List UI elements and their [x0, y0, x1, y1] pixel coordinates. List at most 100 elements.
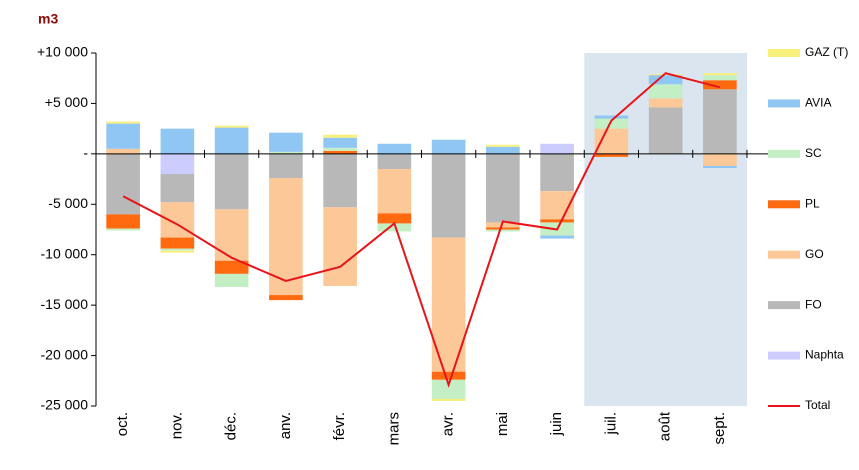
bar-segment — [377, 153, 412, 169]
bar-segment — [648, 84, 683, 99]
bar-segment — [214, 209, 249, 261]
bar-segment — [214, 127, 249, 154]
bar-segment — [703, 89, 737, 154]
bar-segment — [703, 75, 737, 81]
x-tick-label: mai — [494, 412, 511, 436]
bar-segment — [703, 165, 737, 168]
bar-segment — [160, 248, 195, 251]
legend-swatch — [768, 49, 800, 57]
x-tick-label: août — [657, 411, 674, 441]
bar-segment — [594, 128, 629, 154]
bar-segment — [431, 398, 466, 401]
legend-swatch — [768, 250, 800, 259]
bar-segment — [323, 137, 357, 148]
x-tick-label: juin — [548, 412, 565, 436]
bar-segment — [269, 153, 303, 179]
legend-label: Naphta — [805, 348, 844, 362]
bar-segment — [323, 147, 357, 151]
bar-segment — [486, 153, 520, 223]
bar-segment — [214, 153, 249, 210]
x-tick-label: févr. — [331, 412, 348, 440]
y-tick-label: -10 000 — [41, 245, 89, 261]
x-tick-label: anv. — [277, 412, 294, 439]
bar-segment — [160, 250, 195, 253]
bar-segment — [323, 153, 357, 208]
bar-segment — [106, 214, 140, 229]
bar-segment — [214, 260, 249, 274]
bar-segment — [486, 144, 520, 147]
bar-segment — [214, 125, 249, 128]
x-tick-label: avr. — [440, 412, 457, 436]
bar-segment — [540, 143, 574, 154]
legend-label: GAZ (T) — [805, 45, 848, 59]
bar-segment — [486, 222, 520, 228]
bar-segment — [323, 207, 357, 286]
bar-segment — [648, 74, 683, 76]
bar-segment — [594, 118, 629, 129]
bar-segment — [431, 139, 466, 154]
bar-segment — [323, 150, 357, 154]
bar-segment — [106, 228, 140, 231]
legend-swatch — [768, 301, 800, 310]
bar-segment — [648, 75, 683, 85]
legend-swatch — [768, 149, 800, 158]
bar-segment — [106, 153, 140, 215]
legend-label: Total — [805, 398, 830, 412]
bar-segment — [540, 153, 574, 192]
bar-segment — [594, 115, 629, 119]
bar-segment — [214, 273, 249, 287]
bar-segment — [377, 213, 412, 224]
bar-segment — [377, 143, 412, 154]
bar-segment — [540, 219, 574, 223]
legend-label: AVIA — [805, 96, 831, 110]
y-tick-label: - — [83, 145, 88, 161]
bar-segment — [269, 132, 303, 152]
bar-segment — [106, 121, 140, 124]
x-tick-label: sept. — [711, 412, 728, 445]
y-tick-label: +5 000 — [45, 94, 88, 110]
bar-segment — [431, 379, 466, 399]
bar-segment — [377, 223, 412, 232]
bar-segment — [160, 174, 195, 203]
y-tick-label: -20 000 — [41, 346, 89, 362]
bar-segment — [703, 153, 737, 166]
legend-swatch — [768, 200, 800, 209]
bar-segment — [269, 295, 303, 301]
bar-segment — [648, 107, 683, 154]
x-tick-label: oct. — [114, 412, 131, 436]
x-tick-label: mars — [385, 412, 402, 445]
x-tick-label: déc. — [223, 412, 240, 440]
bar-segment — [160, 237, 195, 249]
bar-segment — [269, 151, 303, 154]
x-tick-label: juil. — [602, 412, 619, 436]
legend-label: FO — [805, 297, 822, 311]
legend-swatch — [768, 99, 800, 108]
legend-label: PL — [805, 196, 820, 210]
bar-segment — [648, 98, 683, 108]
x-tick-label: nov. — [168, 412, 185, 439]
bar-segment — [160, 128, 195, 154]
bar-segment — [160, 153, 195, 175]
bar-segment — [377, 168, 412, 214]
bar-segment — [431, 371, 466, 380]
y-tick-label: +10 000 — [37, 44, 88, 60]
bar-segment — [540, 235, 574, 239]
bar-segment — [323, 134, 357, 138]
y-tick-label: -5 000 — [48, 195, 88, 211]
y-tick-label: -15 000 — [41, 296, 89, 312]
bar-segment — [486, 229, 520, 232]
bar-segment — [703, 73, 737, 76]
bar-segment — [703, 80, 737, 90]
y-tick-label: -25 000 — [41, 397, 89, 413]
y-axis-title: m3 — [38, 11, 58, 27]
legend-swatch — [768, 351, 800, 360]
bar-segment — [106, 123, 140, 149]
bar-segment — [486, 146, 520, 154]
bar-segment — [106, 148, 140, 154]
legend-label: SC — [805, 146, 822, 160]
legend-label: GO — [805, 247, 824, 261]
bar-segment — [486, 227, 520, 230]
bar-segment — [431, 153, 466, 238]
total-line — [122, 72, 721, 388]
